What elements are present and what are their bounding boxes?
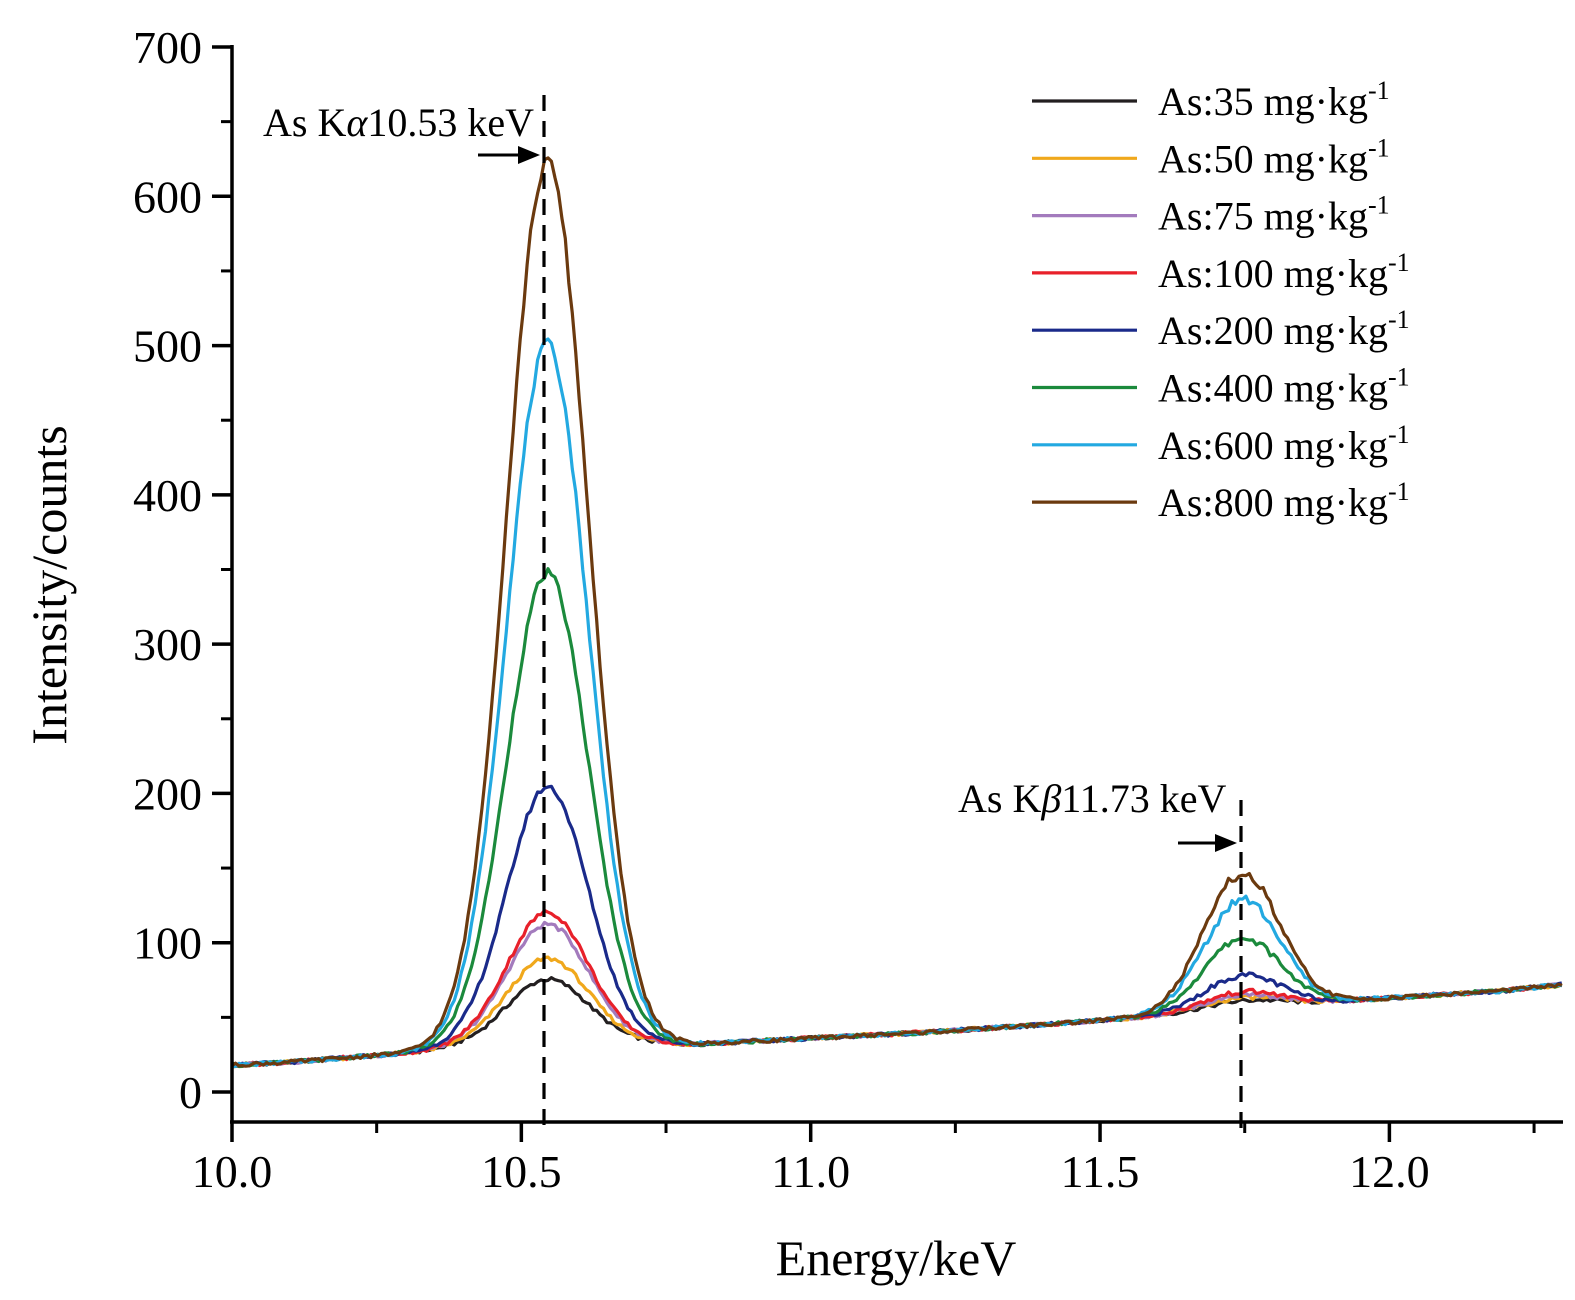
y-tick-label: 600	[133, 171, 202, 222]
legend-label: As:400 mg·kg-1	[1158, 363, 1410, 411]
y-tick-label: 400	[133, 470, 202, 521]
axes: 0 100 200 300 400 500 600 700 10.0 10.5 11.0 11.5 12…	[133, 22, 1563, 1197]
peak-label: As Kα10.53 keV	[263, 100, 534, 145]
series-line	[231, 784, 1563, 1069]
series-line	[231, 976, 1563, 1068]
plot-area: As Kα10.53 keV As Kβ11.73 keV	[231, 95, 1563, 1130]
arrow-head	[1215, 834, 1237, 852]
x-tick-label: 10.5	[481, 1146, 562, 1197]
legend-label: As:600 mg·kg-1	[1158, 420, 1410, 468]
y-tick-label: 200	[133, 768, 202, 819]
x-tick-label: 11.0	[771, 1146, 850, 1197]
legend: As:35 mg·kg-1 As:50 mg·kg-1 As:75 mg·kg-1 A…	[1032, 76, 1410, 525]
y-tick-label: 300	[133, 619, 202, 670]
legend-label: As:800 mg·kg-1	[1158, 477, 1410, 525]
x-tick-label: 11.5	[1061, 1146, 1140, 1197]
peak-label: As Kβ11.73 keV	[958, 776, 1227, 821]
legend-label: As:50 mg·kg-1	[1158, 133, 1390, 181]
x-axis-title: Energy/keV	[776, 1230, 1017, 1286]
legend-label: As:200 mg·kg-1	[1158, 305, 1410, 353]
x-tick-label: 10.0	[192, 1146, 273, 1197]
legend-label: As:100 mg·kg-1	[1158, 248, 1410, 296]
legend-label: As:35 mg·kg-1	[1158, 76, 1390, 124]
series-lines	[231, 156, 1563, 1069]
series-line	[231, 156, 1563, 1068]
peak-annotations: As Kα10.53 keV As Kβ11.73 keV	[263, 95, 1243, 1130]
x-tick-label: 12.0	[1349, 1146, 1430, 1197]
series-line	[231, 955, 1563, 1069]
y-tick-label: 100	[133, 918, 202, 969]
series-line	[231, 567, 1562, 1069]
y-tick-label: 700	[133, 22, 202, 73]
arrow-head	[518, 146, 540, 164]
y-axis-title: Intensity/counts	[21, 425, 77, 744]
y-tick-label: 500	[133, 321, 202, 372]
y-tick-label: 0	[179, 1067, 202, 1118]
legend-label: As:75 mg·kg-1	[1158, 191, 1390, 239]
